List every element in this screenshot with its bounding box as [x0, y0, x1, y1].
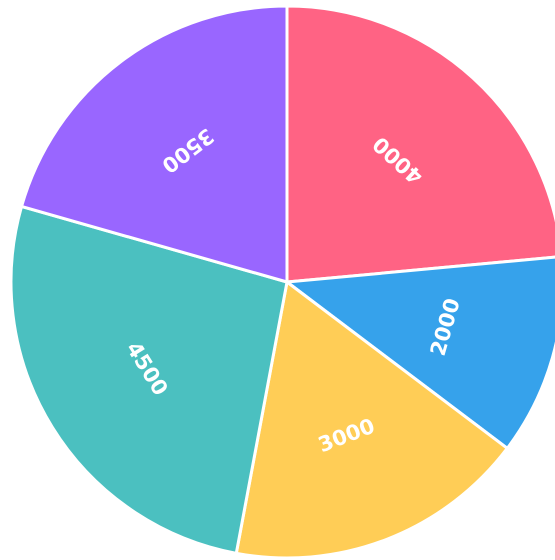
- pie-slice: [9, 204, 289, 556]
- pie-slice: [19, 4, 289, 284]
- pie-slice: [283, 255, 555, 451]
- pie-slice: [234, 279, 510, 560]
- pie-slice: [285, 4, 555, 284]
